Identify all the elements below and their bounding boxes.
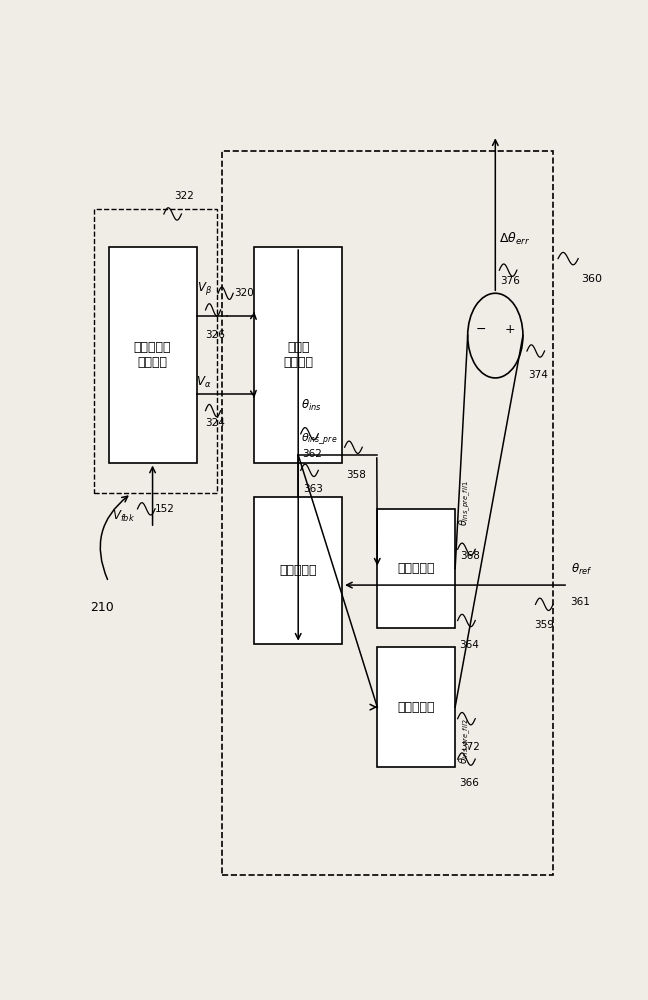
Text: 326: 326 xyxy=(205,330,226,340)
Text: 快速滤波器: 快速滤波器 xyxy=(397,701,435,714)
Text: 359: 359 xyxy=(534,620,554,630)
Text: 慢速滤波器: 慢速滤波器 xyxy=(397,562,435,575)
Text: −: − xyxy=(476,323,486,336)
Text: $V_{\beta}$: $V_{\beta}$ xyxy=(196,280,211,297)
Text: 克拉克坐标
变换单元: 克拉克坐标 变换单元 xyxy=(134,341,171,369)
Text: 320: 320 xyxy=(234,288,254,298)
Bar xyxy=(109,247,196,463)
Text: 相位角
计算单元: 相位角 计算单元 xyxy=(283,341,313,369)
Text: 376: 376 xyxy=(500,276,520,286)
Text: $V_{\alpha}$: $V_{\alpha}$ xyxy=(196,375,212,390)
Text: 363: 363 xyxy=(303,484,323,494)
Text: 372: 372 xyxy=(460,742,480,752)
Bar xyxy=(254,247,342,463)
Text: 360: 360 xyxy=(581,274,602,284)
Text: $\theta_{ins\_pre}$: $\theta_{ins\_pre}$ xyxy=(301,432,337,447)
Text: $\theta_{ins\_pre\_fil2}$: $\theta_{ins\_pre\_fil2}$ xyxy=(457,719,473,764)
Text: 362: 362 xyxy=(302,449,322,459)
Bar xyxy=(254,497,342,644)
Text: 预处理单元: 预处理单元 xyxy=(279,564,317,577)
Text: +: + xyxy=(504,323,515,336)
Text: $\theta_{ins\_pre\_fil1}$: $\theta_{ins\_pre\_fil1}$ xyxy=(457,480,473,526)
Bar xyxy=(93,209,216,493)
Text: 366: 366 xyxy=(459,778,479,788)
Text: 364: 364 xyxy=(459,640,479,650)
Text: $\theta_{ins}$: $\theta_{ins}$ xyxy=(301,398,321,413)
Bar xyxy=(377,509,455,628)
Text: $\theta_{ref}$: $\theta_{ref}$ xyxy=(571,562,592,577)
Text: 368: 368 xyxy=(460,551,480,561)
Text: 358: 358 xyxy=(346,470,366,480)
Text: 324: 324 xyxy=(205,418,226,428)
Text: 374: 374 xyxy=(528,370,548,380)
Text: $V_{fbk}$: $V_{fbk}$ xyxy=(112,509,135,524)
Text: $\Delta\theta_{err}$: $\Delta\theta_{err}$ xyxy=(500,231,531,247)
Text: 361: 361 xyxy=(571,597,590,607)
Text: 210: 210 xyxy=(90,601,114,614)
Text: 152: 152 xyxy=(155,504,175,514)
Text: 322: 322 xyxy=(174,191,194,201)
Bar xyxy=(377,647,455,767)
Bar xyxy=(222,151,553,875)
